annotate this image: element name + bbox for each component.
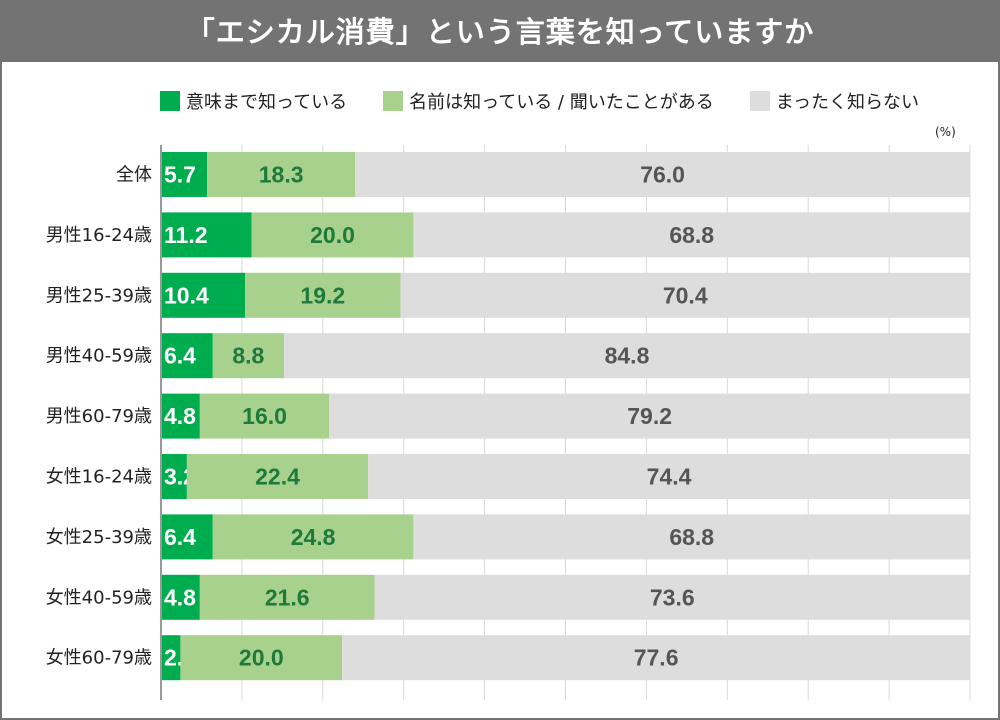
legend-swatch xyxy=(160,91,180,111)
category-label: 男性60-79歳 xyxy=(46,406,152,427)
bar-segment xyxy=(161,574,200,620)
category-label: 男性40-59歳 xyxy=(46,346,152,367)
legend-swatch xyxy=(749,91,770,111)
data-label: 79.2 xyxy=(627,403,672,429)
bar-segment xyxy=(161,212,252,258)
data-label: 16.0 xyxy=(242,403,287,429)
category-label: 全体 xyxy=(116,165,152,186)
legend-label: 名前は知っている / 聞いたことがある xyxy=(409,92,714,113)
legend-item: まったく知らない xyxy=(749,88,919,114)
bar-segment xyxy=(161,333,213,379)
data-label: 4.8 xyxy=(164,584,196,610)
bar-segment xyxy=(186,454,369,499)
data-label: 11.2 xyxy=(164,222,208,248)
bar-segment xyxy=(207,152,356,197)
data-label: 19.2 xyxy=(300,282,345,308)
data-label: 74.4 xyxy=(647,464,692,490)
data-label: 68.8 xyxy=(669,524,714,550)
category-label: 男性25-39歳 xyxy=(46,285,152,306)
data-label: 68.8 xyxy=(669,222,714,248)
bar-segment xyxy=(212,333,284,379)
bar-segment xyxy=(413,514,971,560)
category-label: 女性16-24歳 xyxy=(46,467,152,488)
bar-segment xyxy=(199,574,375,620)
bar-segment xyxy=(161,454,187,499)
bar-segment xyxy=(355,152,970,197)
data-label: 70.4 xyxy=(663,282,708,308)
data-label: 5.7 xyxy=(164,162,196,188)
data-label: 6.4 xyxy=(164,343,196,369)
bar-segment xyxy=(283,333,970,379)
legend-label: まったく知らない xyxy=(775,92,919,113)
legend-item: 意味まで知っている xyxy=(160,88,347,114)
bar-segment xyxy=(245,272,401,318)
data-label: 6.4 xyxy=(164,524,196,550)
data-label: 4.8 xyxy=(164,403,196,429)
bar-segment xyxy=(180,635,343,681)
data-label: 10.4 xyxy=(164,282,209,308)
bar-segment xyxy=(329,393,971,439)
data-label: 20.0 xyxy=(239,645,284,671)
category-label: 女性40-59歳 xyxy=(46,587,152,608)
unit-label: (%) xyxy=(935,125,956,139)
bar-segment xyxy=(161,635,181,681)
bar-segment xyxy=(342,635,970,681)
bar-segment xyxy=(374,574,970,620)
category-label: 女性25-39歳 xyxy=(46,527,152,548)
data-label: 77.6 xyxy=(634,645,679,671)
bar-segment xyxy=(161,393,200,439)
bar-segment xyxy=(212,514,414,560)
chart-title: 「エシカル消費」という言葉を知っていますか xyxy=(2,2,998,62)
data-label: 84.8 xyxy=(605,343,650,369)
bar-segment xyxy=(368,454,970,499)
category-label: 男性16-24歳 xyxy=(46,225,152,246)
legend-label: 意味まで知っている xyxy=(186,92,348,113)
legend-item: 名前は知っている / 聞いたことがある xyxy=(383,88,714,114)
bar-segment xyxy=(251,212,414,258)
data-label: 21.6 xyxy=(265,584,310,610)
legend-swatch xyxy=(383,91,404,111)
data-label: 22.4 xyxy=(255,464,300,490)
category-label: 女性60-79歳 xyxy=(46,648,152,669)
bar-segment xyxy=(161,514,213,560)
data-label: 24.8 xyxy=(291,524,336,550)
data-label: 18.3 xyxy=(259,162,304,188)
data-label: 76.0 xyxy=(640,162,685,188)
data-label: 20.0 xyxy=(310,222,355,248)
bar-segment xyxy=(413,212,971,258)
data-label: 8.8 xyxy=(232,343,264,369)
bar-segment xyxy=(161,152,208,197)
bar-segment xyxy=(161,272,246,318)
bar-segment xyxy=(400,272,970,318)
data-label: 73.6 xyxy=(650,584,695,610)
bar-segment xyxy=(199,393,330,439)
legend: 意味まで知っている 名前は知っている / 聞いたことがある まったく知らない xyxy=(160,88,919,114)
